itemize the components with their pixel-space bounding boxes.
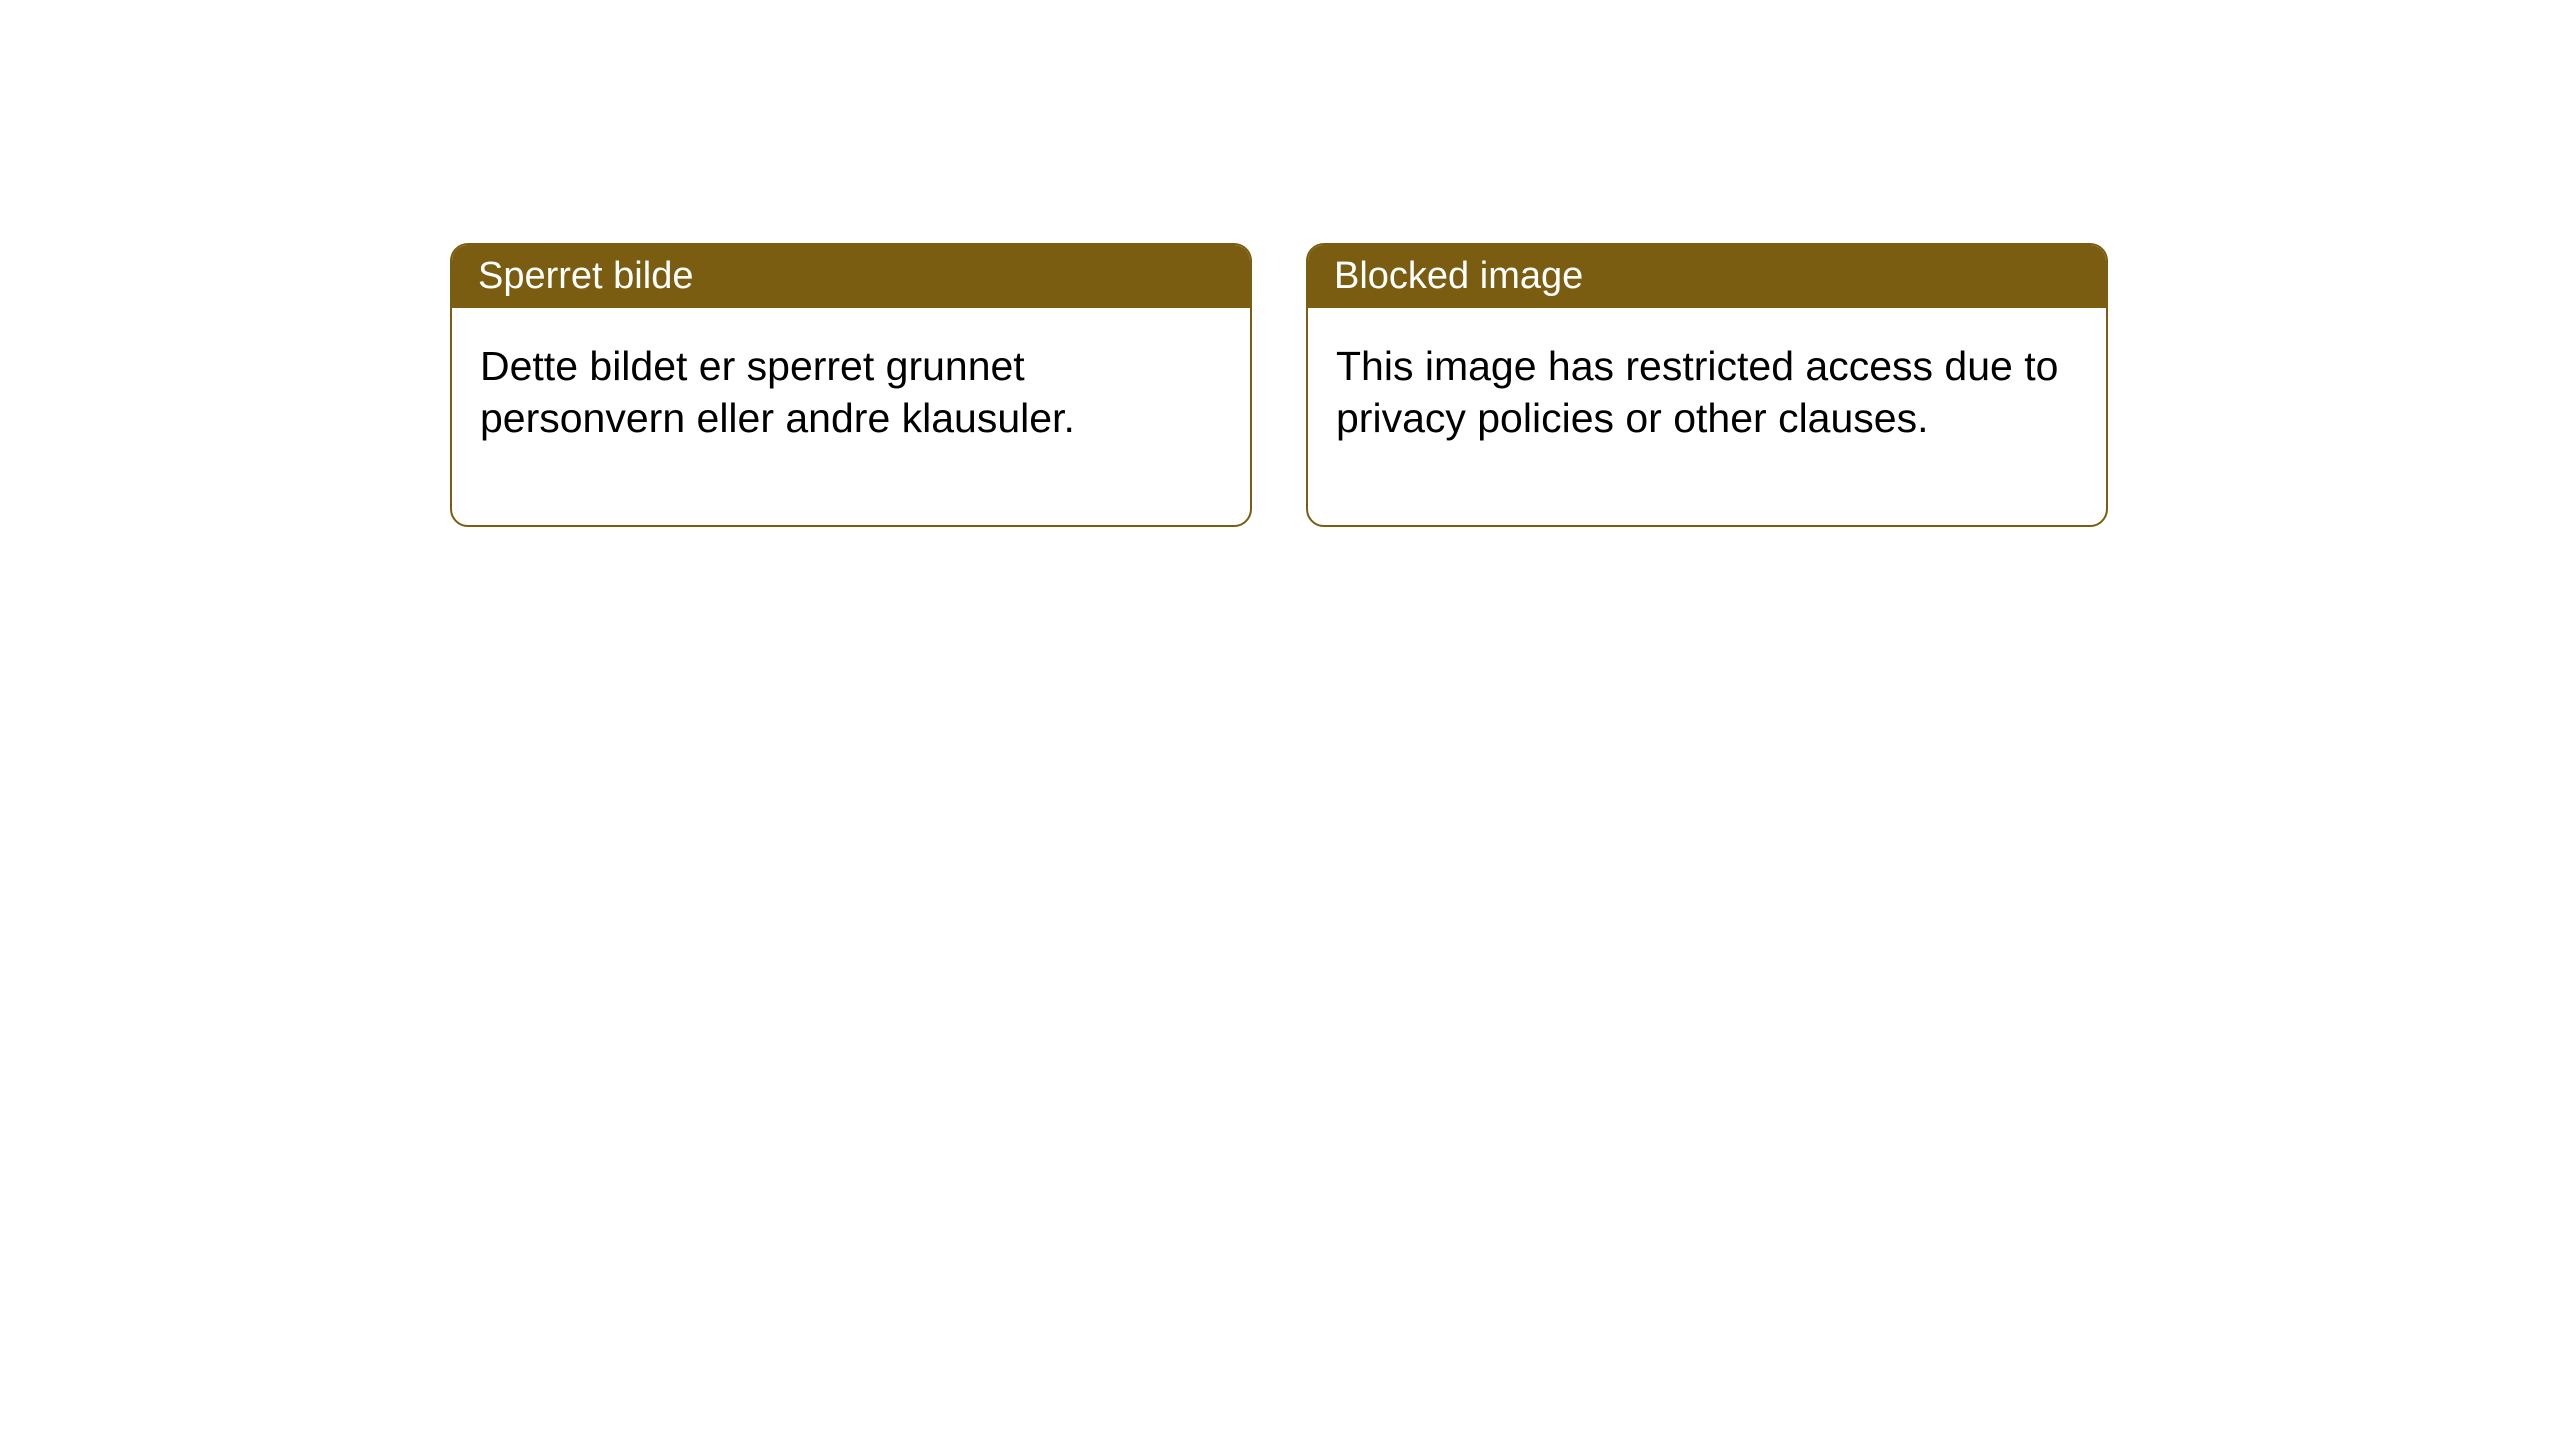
notice-container: Sperret bilde Dette bildet er sperret gr… bbox=[450, 243, 2108, 527]
notice-header: Blocked image bbox=[1308, 245, 2106, 308]
notice-header: Sperret bilde bbox=[452, 245, 1250, 308]
notice-body: This image has restricted access due to … bbox=[1308, 308, 2106, 525]
notice-title: Sperret bilde bbox=[478, 255, 693, 297]
notice-title: Blocked image bbox=[1334, 255, 1583, 297]
notice-text: Dette bildet er sperret grunnet personve… bbox=[480, 343, 1075, 441]
notice-card-norwegian: Sperret bilde Dette bildet er sperret gr… bbox=[450, 243, 1252, 527]
notice-body: Dette bildet er sperret grunnet personve… bbox=[452, 308, 1250, 525]
notice-card-english: Blocked image This image has restricted … bbox=[1306, 243, 2108, 527]
notice-text: This image has restricted access due to … bbox=[1336, 343, 2058, 441]
